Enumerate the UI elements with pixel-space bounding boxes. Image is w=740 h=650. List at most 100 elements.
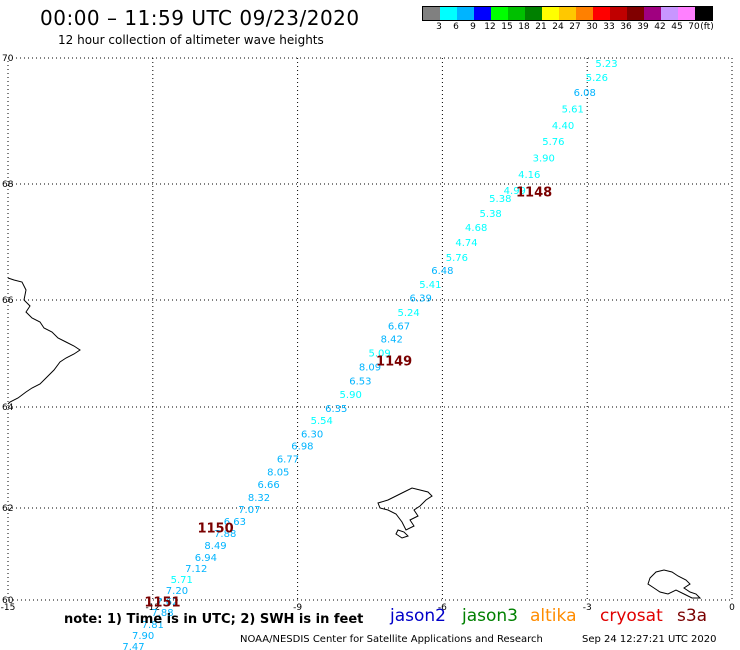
colorbar-swatch	[695, 7, 712, 20]
swh-point-label: 5.38	[480, 209, 502, 220]
longitude-tick-label: 0	[729, 603, 735, 613]
pass-number-label: 1151	[144, 595, 180, 610]
swh-point-label: 6.35	[325, 404, 347, 415]
timestamp: Sep 24 12:27:21 UTC 2020	[582, 634, 717, 645]
colorbar-label: 15	[501, 22, 513, 32]
swh-point-label: 5.24	[397, 308, 419, 319]
colorbar-swatch	[559, 7, 576, 20]
legend-s3a: s3a	[677, 606, 708, 626]
swh-point-label: 5.41	[419, 280, 441, 291]
swh-point-label: 4.68	[465, 223, 487, 234]
colorbar-label: 33	[603, 22, 615, 32]
swh-point-label: 4.16	[518, 170, 540, 181]
latitude-tick-label: 66	[2, 296, 14, 306]
swh-point-label: 7.62	[156, 597, 178, 608]
colorbar-label: 36	[620, 22, 632, 32]
swh-point-label: 6.67	[388, 322, 410, 333]
latitude-tick-label: 62	[2, 504, 13, 514]
page-subtitle: 12 hour collection of altimeter wave hei…	[58, 33, 324, 47]
longitude-tick-label: -15	[1, 603, 16, 613]
swh-point-label: 7.07	[238, 505, 260, 516]
colorbar-label: 9	[470, 22, 476, 32]
swh-point-label: 5.61	[562, 104, 584, 115]
credit: NOAA/NESDIS Center for Satellite Applica…	[240, 634, 543, 645]
swh-point-label: 5.26	[586, 73, 608, 84]
iceland-coast	[7, 277, 81, 405]
swh-point-label: 6.77	[277, 455, 299, 466]
colorbar-label: 45	[671, 22, 683, 32]
swh-point-label: 6.30	[301, 429, 323, 440]
latitude-tick-label: 64	[2, 403, 14, 413]
swh-point-label: 4.74	[455, 238, 477, 249]
swh-point-label: 6.48	[431, 266, 453, 277]
swh-point-label: 8.49	[204, 541, 226, 552]
longitude-tick-label: -12	[145, 603, 160, 613]
colorbar-swatch	[525, 7, 542, 20]
swh-point-label: 6.63	[224, 517, 246, 528]
colorbar	[422, 6, 713, 21]
legend-altika: altika	[530, 606, 577, 626]
colorbar-swatch	[678, 7, 695, 20]
colorbar-swatch	[491, 7, 508, 20]
swh-point-label: 5.71	[171, 575, 193, 586]
colorbar-label: 24	[552, 22, 564, 32]
swh-point-label: 3.90	[533, 154, 555, 165]
swh-point-label: 7.12	[185, 564, 207, 575]
colorbar-label: 70	[688, 22, 700, 32]
colorbar-swatch	[644, 7, 661, 20]
colorbar-label: 21	[535, 22, 547, 32]
swh-point-label: 6.66	[258, 480, 280, 491]
coastlines	[7, 277, 702, 599]
colorbar-label: 6	[453, 22, 459, 32]
colorbar-swatch	[610, 7, 627, 20]
swh-point-label: 5.54	[311, 416, 333, 427]
colorbar-label: 39	[637, 22, 649, 32]
map-grid: 70 68 66 64 62 60-15 -12 -9 -6 -3 0	[1, 54, 735, 613]
colorbar-label: 18	[518, 22, 530, 32]
map-frame	[7, 57, 733, 601]
colorbar-label: 12	[484, 22, 496, 32]
longitude-tick-label: -6	[438, 603, 447, 613]
latitude-tick-label: 68	[2, 180, 14, 190]
legend-jason3: jason3	[462, 606, 518, 626]
pass-number-label: 1150	[197, 522, 233, 537]
swh-point-label: 8.42	[381, 335, 403, 346]
colorbar-swatch	[593, 7, 610, 20]
colorbar-label: 30	[586, 22, 598, 32]
swh-point-label: 4.99	[504, 186, 526, 197]
colorbar-swatch	[457, 7, 474, 20]
swh-point-label: 5.90	[340, 390, 362, 401]
swh-point-label: 5.38	[489, 194, 511, 205]
swh-point-label: 7.81	[142, 620, 164, 631]
colorbar-swatch	[508, 7, 525, 20]
swh-point-label: 7.20	[166, 586, 188, 597]
swh-points: 5.235.266.085.614.405.763.904.164.995.38…	[122, 59, 617, 650]
colorbar-swatch	[423, 7, 440, 20]
colorbar-label: 3	[436, 22, 442, 32]
colorbar-swatch	[627, 7, 644, 20]
latitude-tick-label: 60	[2, 596, 14, 606]
latitude-tick-label: 70	[2, 54, 14, 64]
legend-jason2: jason2	[390, 606, 446, 626]
swh-point-label: 6.94	[195, 553, 217, 564]
colorbar-swatch	[661, 7, 678, 20]
swh-point-label: 6.39	[410, 294, 432, 305]
faroe-islands	[377, 487, 433, 531]
colorbar-swatch	[576, 7, 593, 20]
swh-point-label: 5.09	[369, 348, 391, 359]
pass-number-label: 1149	[376, 355, 412, 370]
swh-point-label: 6.98	[291, 441, 313, 452]
swh-point-label: 5.76	[446, 253, 468, 264]
pass-number-label: 1148	[516, 186, 552, 201]
swh-point-label: 6.08	[574, 88, 596, 99]
longitude-tick-label: -9	[293, 603, 302, 613]
colorbar-label: 42	[654, 22, 666, 32]
swh-point-label: 8.09	[359, 362, 381, 373]
swh-point-label: 8.32	[248, 493, 270, 504]
legend-cryosat: cryosat	[600, 606, 663, 626]
swh-point-label: 7.47	[122, 642, 144, 650]
swh-point-label: 7.88	[151, 608, 173, 619]
shetland-islands	[647, 569, 702, 599]
swh-point-label: 4.40	[552, 121, 574, 132]
